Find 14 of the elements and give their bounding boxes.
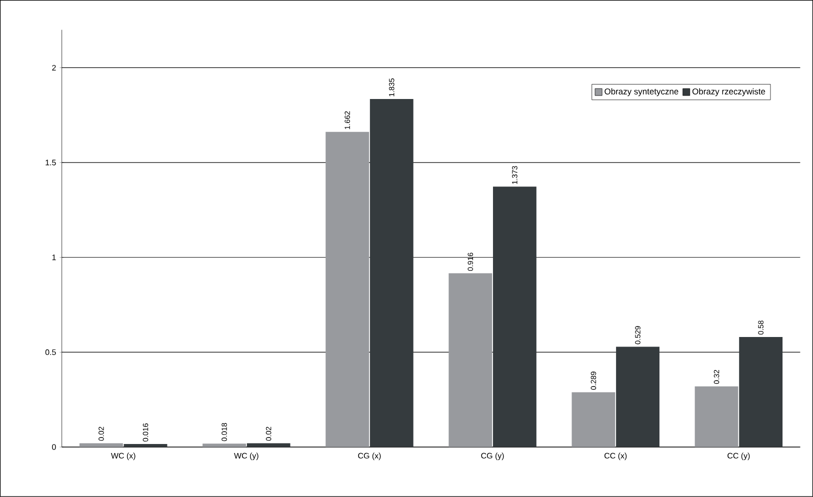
legend-label: Obrazy syntetyczne	[604, 88, 678, 96]
bar	[202, 444, 246, 448]
bar	[326, 132, 370, 448]
bar	[572, 392, 616, 448]
bar	[246, 443, 290, 448]
bar	[448, 273, 492, 448]
bar	[616, 346, 660, 448]
bar	[739, 337, 783, 448]
bar	[124, 444, 168, 448]
bar	[370, 99, 414, 448]
bar	[492, 186, 536, 448]
bar	[694, 386, 738, 448]
bar	[80, 443, 123, 448]
legend-label: Obrazy rzeczywiste	[692, 88, 766, 96]
